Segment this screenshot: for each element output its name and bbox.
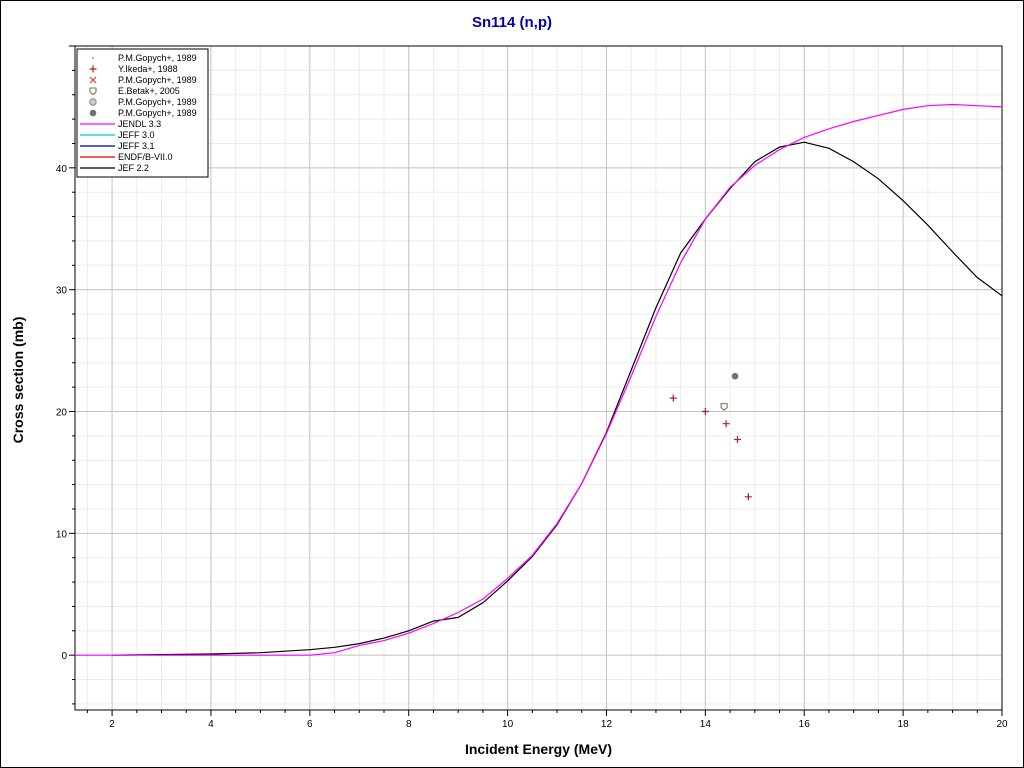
legend-label: P.M.Gopych+, 1989 [118,97,197,107]
legend-label: JEF 2.2 [118,163,149,173]
y-tick-label: 0 [61,651,67,662]
x-tick-label: 2 [109,719,115,730]
chart-title: Sn114 (n,p) [471,14,553,31]
y-tick-label: 40 [56,164,68,175]
legend-marker [89,98,97,106]
data-point-plus [744,493,752,501]
x-tick-label: 16 [799,719,811,730]
x-tick-label: 8 [406,719,412,730]
data-point-plus [722,420,730,428]
x-tick-label: 20 [996,719,1008,730]
legend-marker [89,76,97,84]
legend-label: P.M.Gopych+, 1989 [118,53,197,63]
legend-marker [89,65,97,73]
y-tick-label: 30 [56,286,68,297]
x-tick-label: 18 [898,719,910,730]
y-tick-label: 20 [56,408,68,419]
data-point-plus [669,394,677,402]
legend-label: P.M.Gopych+, 1989 [118,75,197,85]
series-line-jendl-3-3 [75,103,1003,656]
data-point-plus [701,408,709,416]
legend-marker [89,109,97,117]
data-point-filled [731,372,739,380]
legend-label: E.Betak+, 2005 [118,86,180,96]
x-tick-label: 12 [601,719,613,730]
legend-box [76,48,209,178]
data-point-openbox [720,403,728,411]
legend-label: Y.Ikeda+, 1988 [118,64,178,74]
x-tick-label: 4 [208,719,214,730]
legend-marker [92,57,94,59]
legend-marker [89,87,97,96]
legend-label: JEFF 3.1 [118,141,155,151]
x-tick-label: 14 [700,719,712,730]
legend-label: P.M.Gopych+, 1989 [118,108,197,118]
legend-label: ENDF/B-VII.0 [118,152,173,162]
y-tick-label: 10 [56,529,68,540]
x-tick-label: 6 [307,719,313,730]
legend-label: JENDL 3.3 [118,119,161,129]
x-tick-label: 10 [502,719,514,730]
x-axis-label: Incident Energy (MeV) [464,741,613,757]
plot-border [74,45,1003,711]
data-point-plus [733,436,741,444]
legend-label: JEFF 3.0 [118,130,155,140]
